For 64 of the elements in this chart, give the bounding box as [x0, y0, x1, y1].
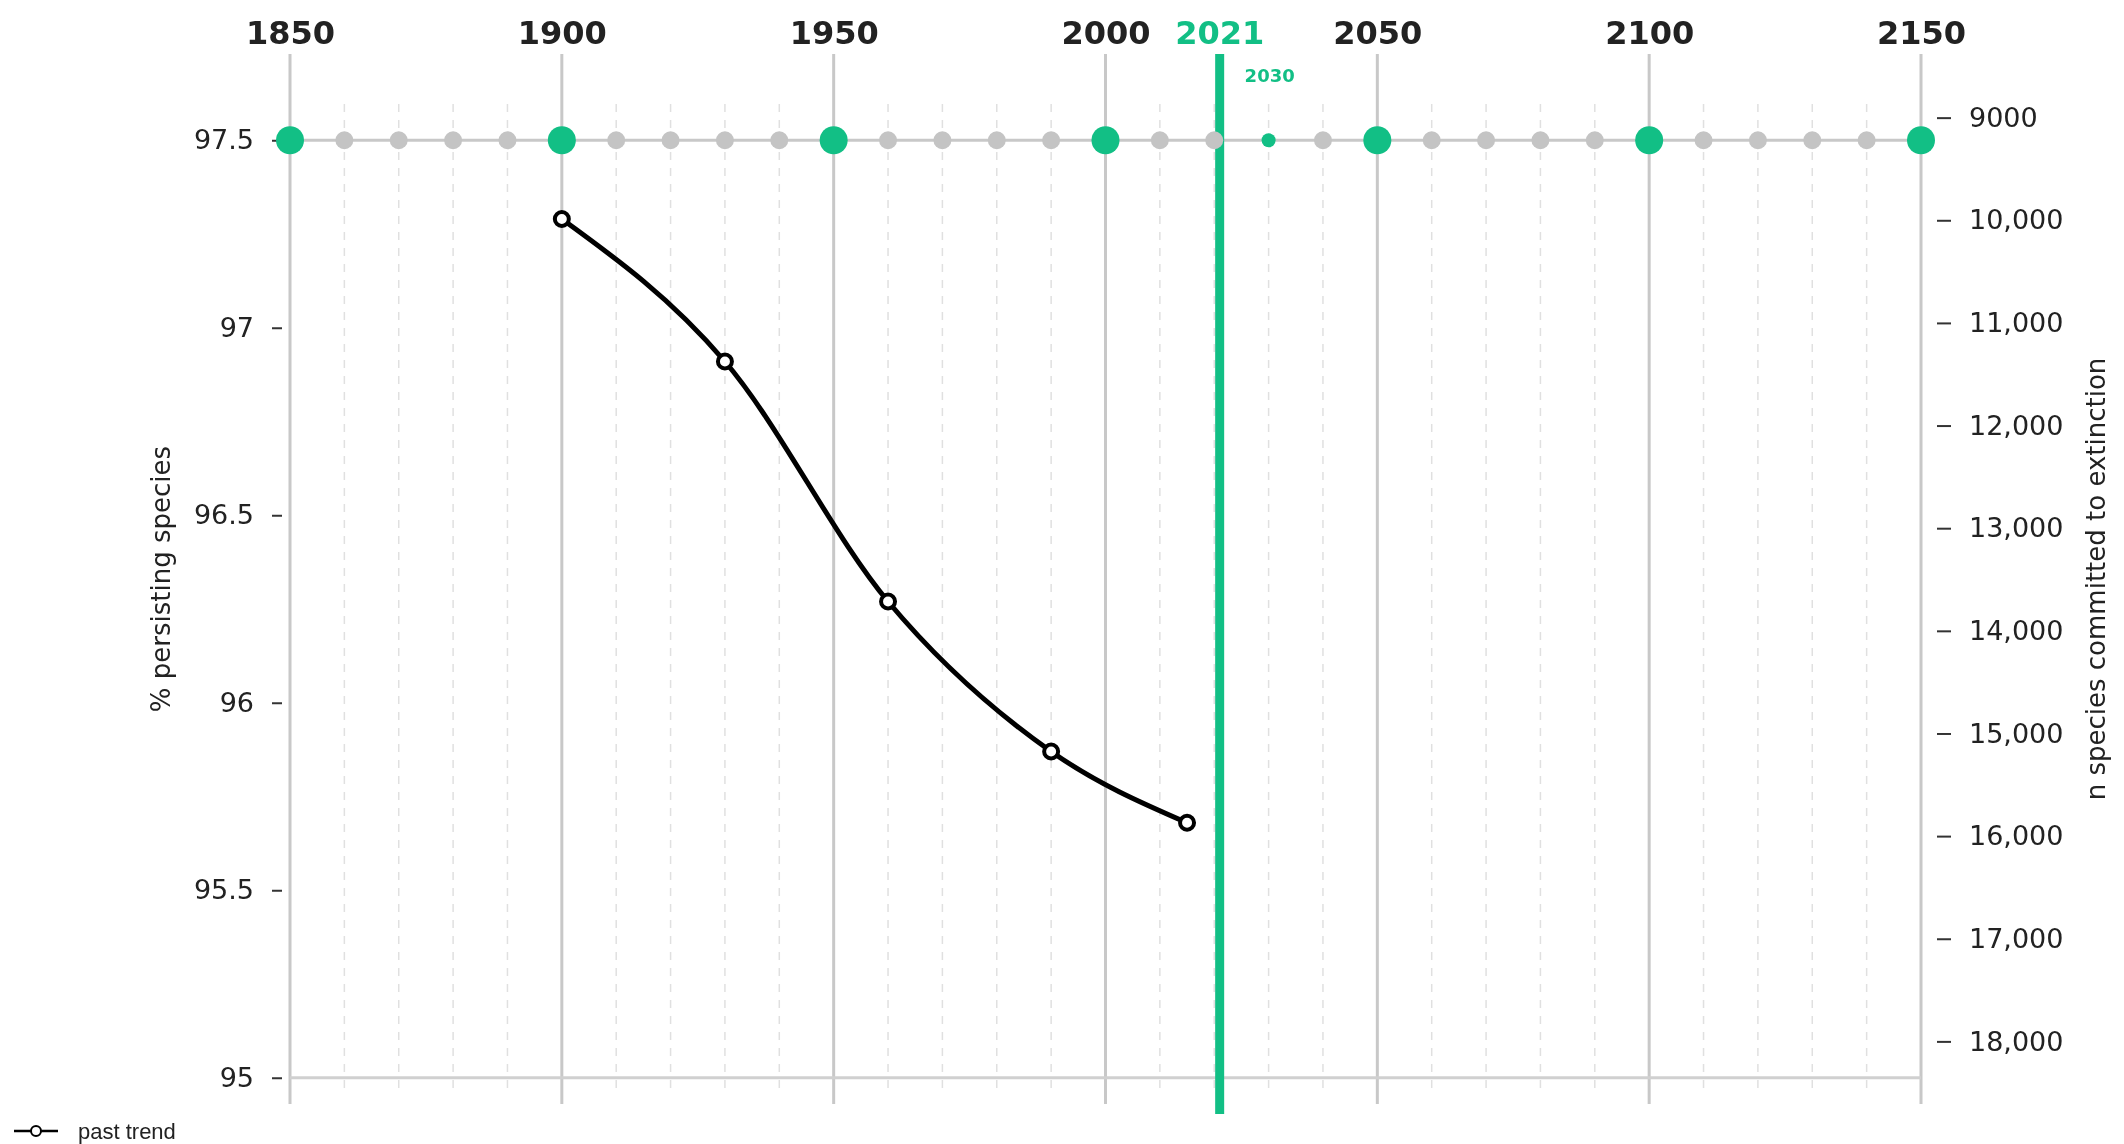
y2-tick-label: 10,000 [1969, 204, 2064, 236]
point [276, 126, 304, 155]
x-tick-label: 2050 [1333, 13, 1423, 52]
y2-axis-title: n species committed to extinction [2081, 357, 2111, 801]
point [607, 131, 626, 150]
y2-tick-label: 17,000 [1969, 922, 2064, 954]
point [1313, 131, 1332, 150]
point [1150, 131, 1169, 150]
point [1042, 131, 1061, 150]
point [1694, 131, 1713, 150]
point [1042, 742, 1061, 761]
point [335, 131, 354, 150]
point [1531, 131, 1550, 150]
y-tick-label: 95.5 [193, 874, 254, 906]
point [1635, 126, 1664, 155]
point [1857, 131, 1876, 150]
x-tick-label: 1850 [245, 13, 336, 52]
y2-tick-label: 18,000 [1969, 1025, 2064, 1057]
point [547, 126, 576, 155]
x-tick-label: 1950 [789, 13, 879, 52]
y2-tick-label: 13,000 [1969, 512, 2064, 544]
point [770, 131, 789, 150]
point [498, 131, 517, 150]
y-tick-label: 97 [219, 311, 254, 343]
point [1748, 131, 1767, 150]
y-axis-title: % persisting species [146, 445, 176, 713]
point [1477, 131, 1496, 150]
annotation: 2030 [1244, 65, 1295, 86]
point [1422, 131, 1441, 150]
y2-tick-label: 16,000 [1969, 820, 2064, 852]
y-tick-label: 95 [219, 1061, 254, 1093]
y2-tick-label: 12,000 [1969, 409, 2064, 441]
point [1205, 131, 1224, 150]
point [879, 131, 898, 150]
y2-tick-label: 14,000 [1969, 614, 2064, 646]
point [1907, 126, 1935, 155]
point [389, 131, 408, 150]
point [879, 592, 898, 611]
y2-tick-label: 15,000 [1969, 717, 2064, 749]
point [715, 131, 734, 150]
ref-line-label: 2021 [1175, 14, 1265, 52]
point [1363, 126, 1392, 155]
y-tick-label: 97.5 [193, 124, 254, 156]
y-tick-label: 96.5 [193, 499, 254, 531]
y2-tick-label: 9000 [1969, 101, 2038, 133]
point [1178, 813, 1197, 832]
legend-label: past trend [78, 1119, 176, 1144]
point [1585, 131, 1604, 150]
x-tick-label: 2100 [1605, 13, 1695, 52]
point [661, 131, 680, 150]
point [1091, 126, 1120, 155]
point [1261, 133, 1276, 148]
y2-tick-label: 11,000 [1969, 307, 2064, 339]
point [933, 131, 952, 150]
y-tick-label: 96 [219, 686, 254, 718]
point [552, 210, 571, 228]
x-tick-label: 1900 [517, 13, 607, 52]
point [444, 131, 463, 150]
point [819, 126, 848, 155]
x-tick-label: 2000 [1061, 13, 1151, 52]
point [987, 131, 1006, 150]
point [1803, 131, 1822, 150]
point [715, 352, 734, 371]
x-tick-label: 2150 [1876, 13, 1967, 52]
